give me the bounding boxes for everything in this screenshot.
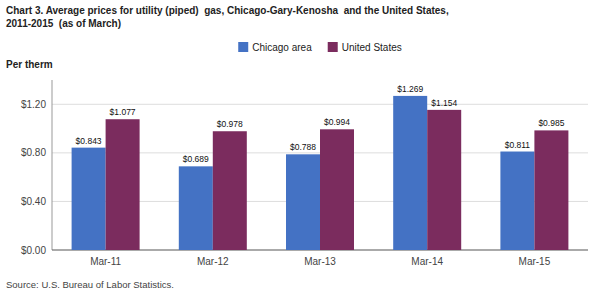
bar [213, 131, 247, 250]
data-labels: $0.843 $0.689 $0.788 $1.269 $0.811 $1.077 $0.9… [76, 84, 565, 164]
data-label: $0.994 [324, 117, 350, 127]
data-label: $0.788 [290, 142, 316, 152]
grid [52, 104, 588, 250]
x-ticks: Mar-11 Mar-12 Mar-13 Mar-14 Mar-15 [90, 256, 551, 267]
legend: Chicago area United States [238, 42, 402, 53]
x-tick-label: Mar-13 [304, 256, 336, 267]
data-label: $0.843 [76, 136, 102, 146]
annotation: Source: U.S. Bureau of Labor Statistics. [6, 279, 174, 290]
bar [106, 119, 140, 250]
subtitle: 2011-2015 (as of March) [6, 18, 121, 29]
data-label: $1.077 [110, 107, 136, 117]
data-label: $1.269 [397, 84, 423, 94]
y-axis-label: Per therm [6, 59, 53, 70]
bar [534, 130, 568, 250]
y-axis-line [52, 80, 53, 250]
y-tick-label: $0.80 [21, 147, 46, 158]
y-tick-label: $0.00 [21, 245, 46, 256]
bars [72, 96, 569, 250]
x-tick-label: Mar-14 [411, 256, 443, 267]
chart: Chart 3. Average prices for utility (pip… [0, 0, 598, 294]
y-tick-label: $0.40 [21, 196, 46, 207]
title: Chart 3. Average prices for utility (pip… [6, 5, 449, 16]
grid-line [52, 104, 588, 105]
legend-label: United States [342, 42, 402, 53]
bar [320, 129, 354, 250]
bar [286, 154, 320, 250]
x-tick-label: Mar-11 [90, 256, 121, 267]
legend-label: Chicago area [252, 42, 312, 53]
bar [500, 152, 534, 250]
bar [179, 166, 213, 250]
data-label: $0.811 [505, 140, 531, 150]
y-ticks: $0.00 $0.40 $0.80 $1.20 [21, 99, 46, 256]
data-label: $0.689 [183, 154, 209, 164]
legend-swatch [238, 42, 248, 52]
legend-swatch [328, 42, 338, 52]
bar [427, 110, 461, 250]
y-tick-label: $1.20 [21, 99, 46, 110]
bar [72, 148, 106, 250]
data-label: $0.978 [217, 119, 243, 129]
bar [393, 96, 427, 250]
x-tick-label: Mar-12 [197, 256, 229, 267]
data-label: $0.985 [538, 118, 564, 128]
data-label: $1.154 [431, 98, 457, 108]
x-tick-label: Mar-15 [519, 256, 551, 267]
